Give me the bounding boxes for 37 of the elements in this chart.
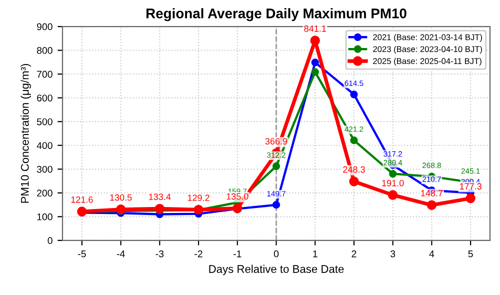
y-tick-label: 800 <box>36 47 52 54</box>
data-label: 191.0 <box>382 180 404 186</box>
y-tick-label: 900 <box>37 23 52 30</box>
x-tick-label: 5 <box>468 250 473 258</box>
x-tick-label: 2 <box>352 250 356 258</box>
x-tick-label: 1 <box>313 250 318 258</box>
x-tick-label: -5 <box>78 250 86 258</box>
data-label: 841.1 <box>304 25 326 32</box>
y-tick-label: 300 <box>36 166 52 173</box>
data-label: 133.4 <box>149 194 171 200</box>
y-tick-label: 200 <box>37 190 52 197</box>
data-label: 366.9 <box>265 138 288 145</box>
x-axis-title: Days Relative to Base Date <box>209 264 344 276</box>
y-tick-label: 500 <box>36 118 52 126</box>
y-tick-label: 600 <box>37 94 52 102</box>
data-label: 135.0 <box>226 193 248 200</box>
x-tick-label: 4 <box>429 250 434 258</box>
chart-title: Regional Average Daily Maximum PM10 <box>146 8 406 22</box>
data-label: 148.7 <box>421 190 443 196</box>
x-tick-label: -3 <box>156 250 164 258</box>
y-tick-label: 100 <box>37 213 52 220</box>
data-label: 130.5 <box>110 194 132 201</box>
x-tick-label: -1 <box>233 250 242 258</box>
x-tick-label: -4 <box>116 250 125 258</box>
y-tick-label: 0 <box>48 237 52 244</box>
data-label: 121.6 <box>71 196 93 203</box>
x-tick-label: -2 <box>194 250 202 258</box>
legend-label: 2025 (Base: 2025-04-11 BJT) <box>373 58 482 66</box>
x-tick-label: 0 <box>274 250 279 258</box>
x-tick-label: 3 <box>390 250 396 258</box>
legend-label: 2023 (Base: 2023-04-10 BJT) <box>373 46 482 54</box>
y-tick-label: 700 <box>37 70 52 78</box>
y-tick-label: 400 <box>36 142 52 149</box>
legend-label: 2021 (Base: 2021-03-14 BJT) <box>373 34 482 42</box>
y-axis-title: PM10 Concentration (μg/m³) <box>20 64 32 203</box>
data-label: 248.3 <box>343 166 365 173</box>
data-label: 129.2 <box>188 194 210 201</box>
